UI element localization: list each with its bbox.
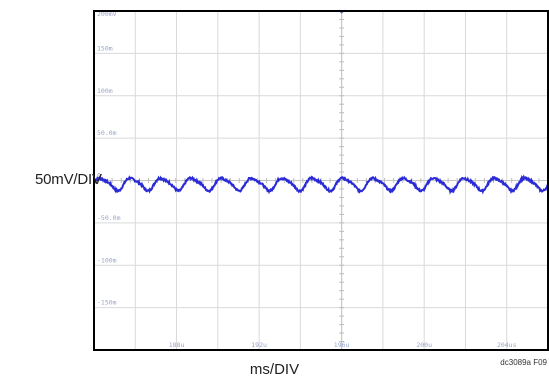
y-tick-label: 200mV [97,10,117,18]
x-tick-label: 196u [334,341,350,349]
y-tick-label: 100m [97,87,113,95]
x-tick-label: 188u [169,341,185,349]
y-tick-label: -50.0m [97,214,121,222]
y-tick-label: 50.0m [97,129,117,137]
x-tick-label: 204us [497,341,517,349]
series-trace [93,174,549,195]
x-tick-labels: 188u 192u 196u 200u 204us [169,341,517,349]
y-tick-labels: 200mV 150m 100m 50.0m 0 -50.0m -100m -150m [97,10,121,307]
x-tick-label: 192u [251,341,267,349]
figure-id: dc3089a F09 [500,358,547,367]
y-tick-label: -150m [97,299,117,307]
y-tick-label: 0 [97,172,101,180]
y-tick-label: 150m [97,44,113,52]
plot-frame [93,10,549,351]
y-axis-label: 50mV/DIV [35,171,102,188]
y-tick-label: -100m [97,256,117,264]
x-tick-label: 200u [416,341,432,349]
grid [93,10,549,351]
x-axis-label: ms/DIV [249,361,300,378]
